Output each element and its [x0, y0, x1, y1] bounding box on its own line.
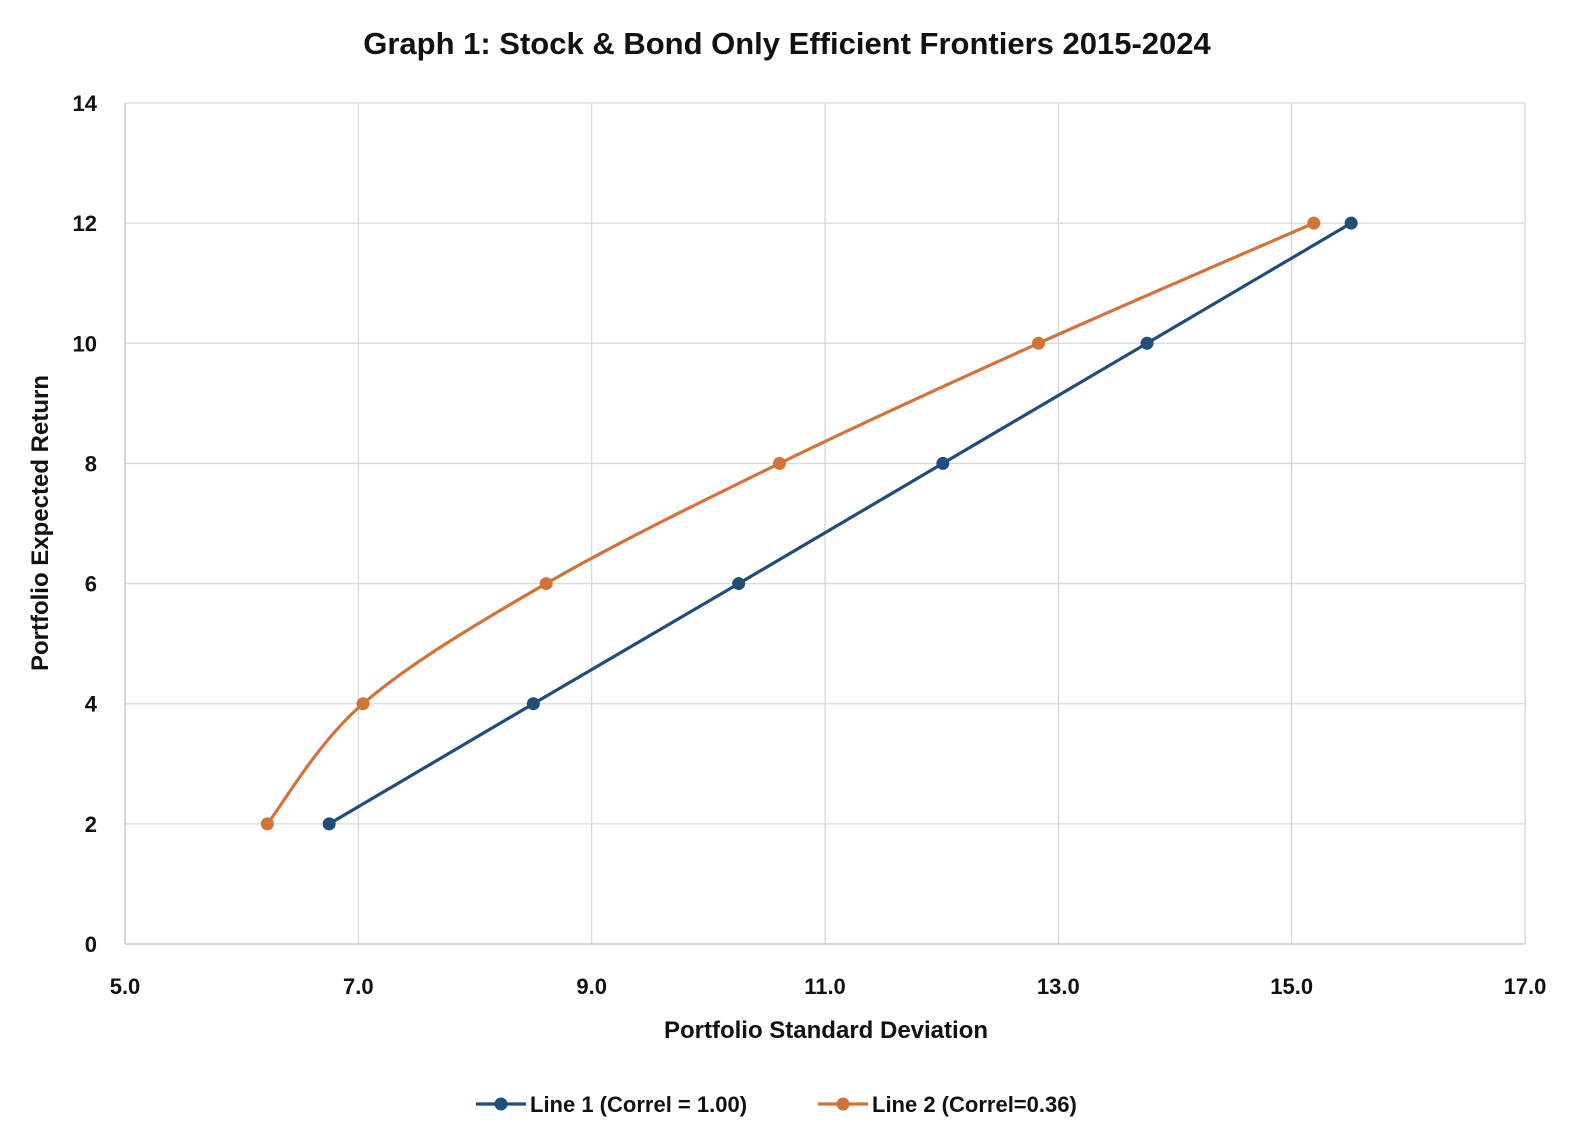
- series-2-point: [1307, 216, 1321, 230]
- y-tick-labels: 0 2 4 6 8 10 12 14: [73, 91, 98, 957]
- x-tick-label: 17.0: [1504, 974, 1547, 999]
- x-tick-label: 13.0: [1037, 974, 1080, 999]
- y-tick-label: 2: [85, 812, 97, 837]
- x-tick-label: 15.0: [1270, 974, 1313, 999]
- series-2-point: [539, 577, 553, 591]
- chart-title: Graph 1: Stock & Bond Only Efficient Fro…: [363, 26, 1211, 61]
- y-tick-label: 8: [85, 451, 97, 476]
- series-2-point: [773, 456, 786, 470]
- series-1: [322, 216, 1358, 831]
- x-tick-label: 9.0: [576, 974, 607, 999]
- series-2-point: [260, 817, 274, 831]
- y-tick-label: 14: [73, 91, 98, 116]
- series-1-point: [322, 817, 336, 831]
- y-tick-label: 6: [85, 572, 97, 597]
- x-axis-label: Portfolio Standard Deviation: [664, 1017, 988, 1044]
- series-2-line: [265, 221, 1316, 826]
- legend-label: Line 2 (Correl=0.36): [872, 1092, 1077, 1117]
- series-1-point: [1344, 216, 1358, 230]
- legend-label: Line 1 (Correl = 1.00): [530, 1092, 747, 1117]
- legend-item-2: Line 2 (Correl=0.36): [818, 1092, 1077, 1117]
- x-tick-label: 7.0: [343, 974, 374, 999]
- series-1-point: [732, 577, 746, 591]
- legend: Line 1 (Correl = 1.00) Line 2 (Correl=0.3…: [476, 1092, 1077, 1117]
- x-tick-label: 5.0: [110, 974, 141, 999]
- y-tick-label: 4: [85, 692, 98, 717]
- x-tick-labels: 5.0 7.0 9.0 11.0 13.0 15.0 17.0: [110, 974, 1547, 999]
- series-2: [260, 216, 1321, 831]
- axes: [124, 103, 1525, 945]
- data-series: [260, 216, 1358, 831]
- series-1-point: [1140, 336, 1154, 350]
- x-tick-label: 11.0: [804, 974, 846, 999]
- series-1-line: [327, 221, 1353, 826]
- series-2-point: [356, 697, 370, 711]
- legend-item-1: Line 1 (Correl = 1.00): [476, 1092, 747, 1117]
- y-axis-label: Portfolio Expected Return: [27, 375, 54, 671]
- legend-swatch-marker: [836, 1097, 850, 1111]
- series-2-point: [1032, 336, 1045, 350]
- series-1-point: [936, 456, 950, 470]
- y-tick-label: 10: [73, 331, 97, 356]
- y-tick-label: 12: [73, 211, 97, 236]
- series-1-point: [526, 697, 540, 711]
- y-tick-label: 0: [85, 932, 97, 957]
- legend-swatch-marker: [494, 1097, 508, 1111]
